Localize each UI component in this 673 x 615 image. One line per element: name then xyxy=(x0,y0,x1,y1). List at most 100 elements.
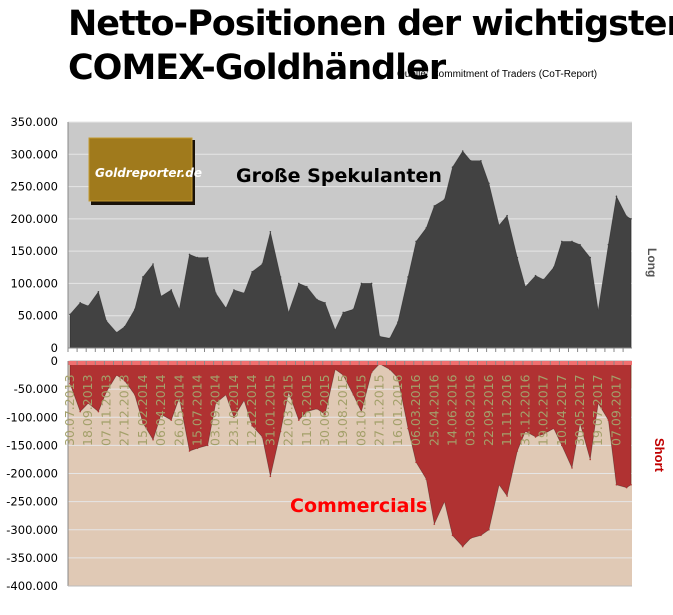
x-tick-label: 15.02.2014 xyxy=(135,374,150,446)
data-point xyxy=(243,399,245,402)
data-point xyxy=(524,285,527,288)
data-point xyxy=(342,311,345,314)
data-point xyxy=(269,230,272,233)
data-point xyxy=(297,282,300,285)
x-tick-label: 19.02.2017 xyxy=(536,374,551,446)
x-tick-label: 27.11.2015 xyxy=(372,374,387,446)
data-point xyxy=(469,537,472,539)
data-point xyxy=(105,391,108,393)
data-point xyxy=(324,413,326,416)
logo-box xyxy=(88,137,193,202)
data-point xyxy=(79,302,81,304)
data-point xyxy=(433,523,436,525)
data-point xyxy=(69,382,71,385)
data-point xyxy=(415,240,417,243)
y-tick-label: 150.000 xyxy=(10,244,58,258)
data-point xyxy=(87,402,90,404)
data-point xyxy=(160,295,162,298)
data-point xyxy=(552,266,555,269)
data-point xyxy=(142,422,144,424)
data-point xyxy=(542,433,545,435)
y-tick-label: -50.000 xyxy=(14,382,58,396)
data-point xyxy=(589,458,591,461)
data-point xyxy=(625,486,628,489)
data-point xyxy=(560,444,563,447)
data-point xyxy=(261,436,264,438)
data-point xyxy=(287,391,290,393)
y-tick-label: 50.000 xyxy=(18,309,58,323)
data-point xyxy=(397,377,399,379)
data-point xyxy=(279,276,282,278)
data-point xyxy=(378,335,381,338)
x-tick-label: 25.04.2016 xyxy=(426,374,441,446)
data-point xyxy=(342,374,345,376)
data-point xyxy=(480,159,482,162)
data-point xyxy=(389,337,391,340)
series-area xyxy=(69,360,632,548)
y-tick-label: -200.000 xyxy=(6,467,58,481)
data-point xyxy=(123,325,126,328)
data-point xyxy=(480,534,482,537)
chart-title-line-2: COMEX-Goldhändler xyxy=(68,48,446,88)
data-point xyxy=(571,240,573,243)
data-point xyxy=(397,321,399,323)
data-point xyxy=(534,274,537,277)
x-tick-label: 16.01.2016 xyxy=(390,374,405,446)
data-point xyxy=(469,159,472,162)
y-tick-label: -300.000 xyxy=(6,523,58,537)
x-tick-label: 08.10.2015 xyxy=(353,374,368,446)
data-point xyxy=(87,305,90,307)
data-point xyxy=(597,402,600,404)
data-point xyxy=(243,292,245,294)
data-point xyxy=(233,416,235,419)
data-point xyxy=(316,298,318,301)
x-tick-label: 19.08.2015 xyxy=(335,374,350,446)
data-point xyxy=(142,276,144,278)
data-point xyxy=(225,393,227,396)
x-tick-label: 03.08.2016 xyxy=(463,374,478,446)
data-point xyxy=(506,214,508,217)
data-point xyxy=(334,368,337,371)
data-point xyxy=(498,224,500,227)
data-point xyxy=(461,150,464,152)
data-point xyxy=(360,282,363,285)
upper-series-label: Große Spekulanten xyxy=(236,165,442,187)
data-point xyxy=(105,320,108,322)
data-point xyxy=(443,198,446,201)
data-point xyxy=(170,419,173,421)
y-tick-label: 350.000 xyxy=(10,115,58,129)
data-point xyxy=(97,410,100,413)
data-point xyxy=(370,371,373,374)
data-point xyxy=(287,311,290,314)
source-note: Quelle: Commitment of Traders (CoT-Repor… xyxy=(397,69,598,80)
x-tick-label: 12.12.2014 xyxy=(244,374,259,446)
x-tick-label: 15.07.2014 xyxy=(190,374,205,446)
data-point xyxy=(115,374,118,376)
y-tick-label: 100.000 xyxy=(10,276,58,290)
data-point xyxy=(451,166,454,168)
data-point xyxy=(97,291,100,293)
data-point xyxy=(534,436,537,438)
y-tick-label: -150.000 xyxy=(6,438,58,452)
x-tick-label: 18.09.2013 xyxy=(80,374,95,446)
data-point xyxy=(225,307,227,309)
data-point xyxy=(188,253,191,256)
data-point xyxy=(214,292,217,294)
x-tick-label: 06.04.2014 xyxy=(153,374,168,446)
data-point xyxy=(625,215,628,218)
data-point xyxy=(560,240,563,243)
x-tick-label: 30.05.2017 xyxy=(572,374,587,446)
data-point xyxy=(188,450,191,452)
data-point xyxy=(407,427,409,430)
x-tick-label: 22.09.2016 xyxy=(481,374,496,446)
data-point xyxy=(305,410,308,413)
x-tick-label: 19.07.2017 xyxy=(590,374,605,446)
data-point xyxy=(425,478,428,480)
data-point xyxy=(498,483,500,486)
data-point xyxy=(461,545,464,548)
x-tick-label: 31.12.2016 xyxy=(517,374,532,446)
x-tick-label: 27.12.2013 xyxy=(117,374,132,446)
y-tick-label: -100.000 xyxy=(6,410,58,424)
y-tick-label: 200.000 xyxy=(10,212,58,226)
data-point xyxy=(196,256,199,259)
